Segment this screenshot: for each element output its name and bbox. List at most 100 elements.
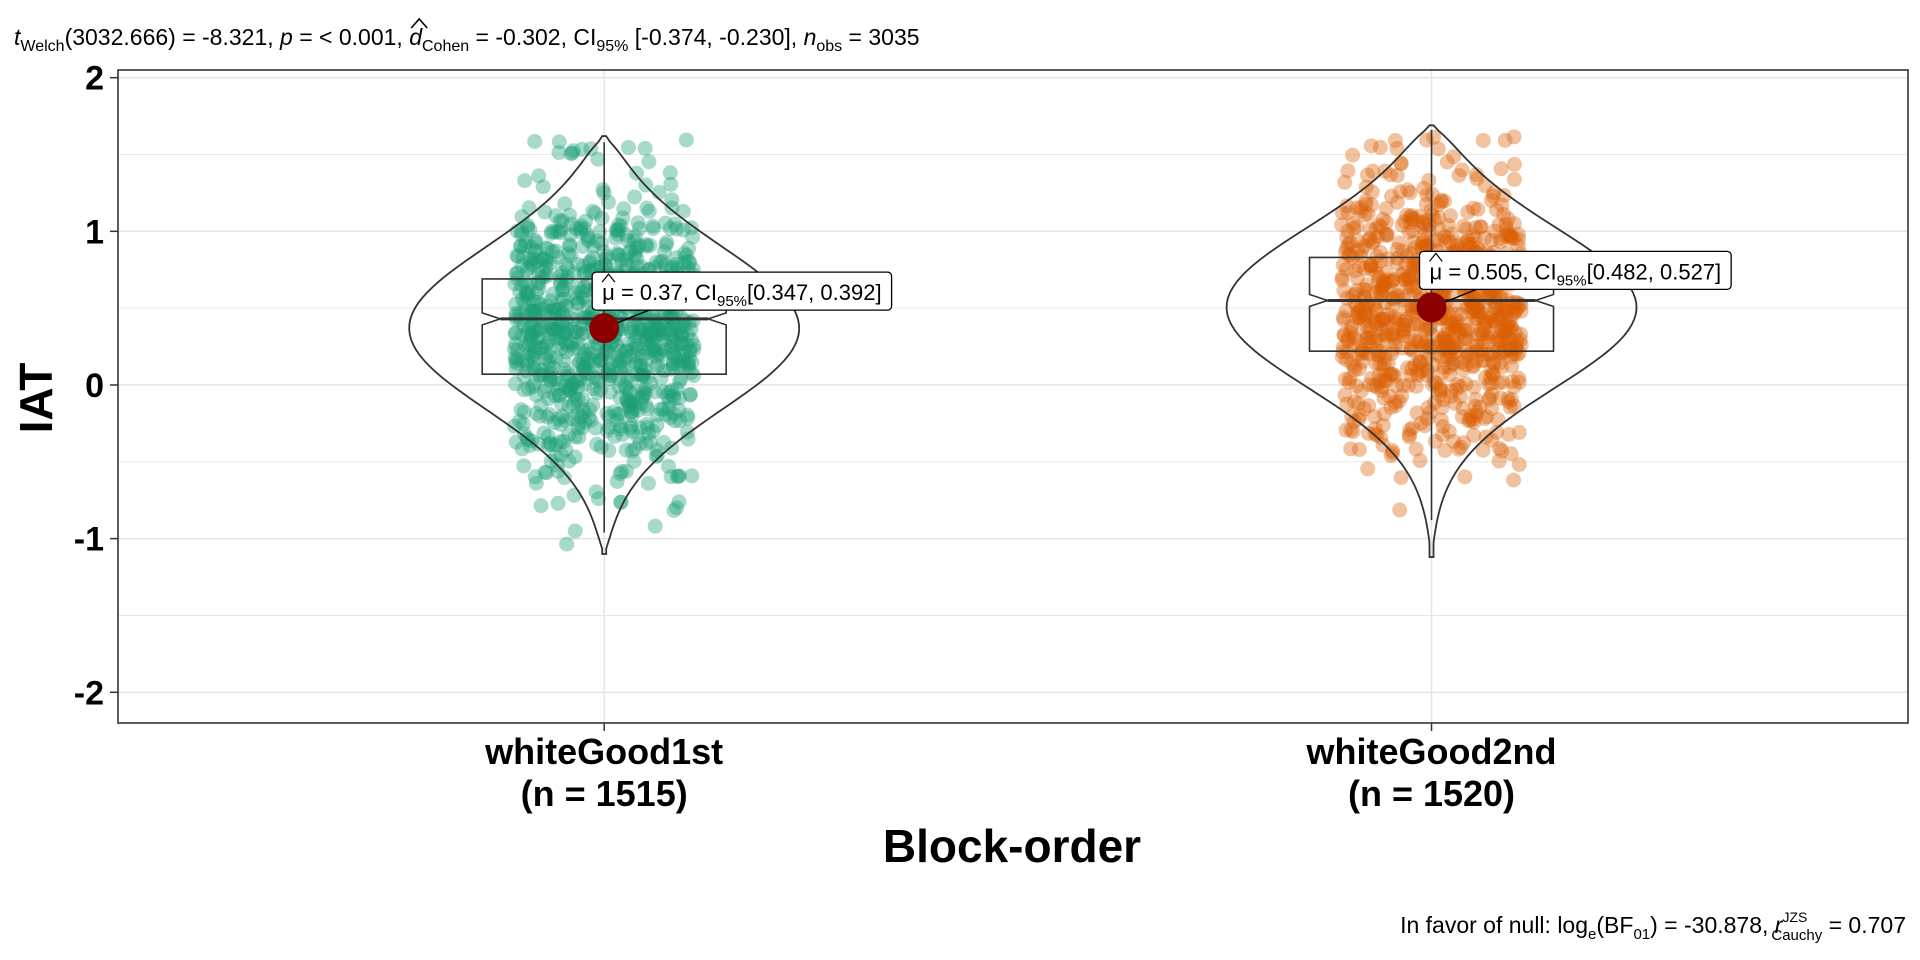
data-point bbox=[1409, 365, 1425, 381]
data-point bbox=[570, 340, 586, 356]
data-point bbox=[1476, 315, 1492, 331]
data-point bbox=[1375, 286, 1391, 302]
data-point bbox=[681, 351, 697, 367]
data-point bbox=[517, 238, 533, 254]
data-point bbox=[676, 254, 692, 270]
data-point bbox=[558, 298, 574, 314]
data-point bbox=[1496, 318, 1512, 334]
data-point bbox=[1378, 214, 1394, 230]
data-point bbox=[623, 417, 639, 433]
data-point bbox=[635, 368, 651, 384]
data-point bbox=[566, 487, 582, 503]
data-point bbox=[630, 215, 646, 231]
data-point bbox=[1402, 185, 1418, 201]
data-point bbox=[1445, 355, 1461, 371]
data-point bbox=[537, 383, 553, 399]
data-point bbox=[1338, 245, 1354, 261]
data-point bbox=[674, 325, 690, 341]
data-point bbox=[586, 356, 602, 372]
data-point bbox=[558, 344, 574, 360]
data-point bbox=[1378, 328, 1394, 344]
data-point bbox=[1355, 342, 1371, 358]
data-point bbox=[613, 252, 629, 268]
data-point bbox=[1340, 333, 1356, 349]
data-point bbox=[661, 458, 677, 474]
data-point bbox=[655, 253, 671, 269]
data-point bbox=[618, 227, 634, 243]
data-point bbox=[1434, 400, 1450, 416]
data-point bbox=[570, 294, 586, 310]
data-point bbox=[1353, 200, 1369, 216]
data-point bbox=[1471, 327, 1487, 343]
data-point bbox=[575, 401, 591, 417]
data-point bbox=[540, 409, 556, 425]
data-point bbox=[1394, 388, 1410, 404]
data-point bbox=[1455, 400, 1471, 416]
data-point bbox=[611, 371, 627, 387]
data-point bbox=[546, 360, 562, 376]
data-point bbox=[552, 213, 568, 229]
data-point bbox=[617, 350, 633, 366]
data-point bbox=[508, 296, 524, 312]
data-point bbox=[637, 381, 653, 397]
data-point bbox=[1413, 354, 1429, 370]
data-point bbox=[610, 349, 626, 365]
data-point bbox=[1467, 231, 1483, 247]
data-point bbox=[1485, 367, 1501, 383]
data-point bbox=[1484, 325, 1500, 341]
data-point bbox=[607, 428, 623, 444]
data-point bbox=[1431, 382, 1447, 398]
data-point bbox=[577, 359, 593, 375]
data-point bbox=[1506, 171, 1522, 187]
data-point bbox=[571, 354, 587, 370]
data-point bbox=[580, 350, 596, 366]
data-point bbox=[1383, 367, 1399, 383]
data-point bbox=[1399, 287, 1415, 303]
data-point bbox=[1395, 327, 1411, 343]
data-point bbox=[1443, 389, 1459, 405]
data-point bbox=[580, 233, 596, 249]
data-point bbox=[582, 253, 598, 269]
data-point bbox=[565, 396, 581, 412]
data-point bbox=[1469, 338, 1485, 354]
data-point bbox=[508, 266, 524, 282]
data-point bbox=[1479, 409, 1495, 425]
data-point bbox=[1435, 427, 1451, 443]
data-point bbox=[1401, 329, 1417, 345]
data-point bbox=[1493, 161, 1509, 177]
data-point bbox=[633, 367, 649, 383]
mean-markers: μ = 0.37, CI95%[0.347, 0.392] μ = 0.505, … bbox=[589, 250, 1732, 344]
data-point bbox=[542, 359, 558, 375]
data-point bbox=[660, 326, 676, 342]
data-point bbox=[513, 238, 529, 254]
data-point bbox=[664, 259, 680, 275]
data-point bbox=[565, 376, 581, 392]
data-point bbox=[529, 253, 545, 269]
data-point bbox=[542, 365, 558, 381]
data-point bbox=[623, 324, 639, 340]
data-point bbox=[1485, 344, 1501, 360]
data-point bbox=[535, 265, 551, 281]
data-point bbox=[1506, 398, 1522, 414]
data-point bbox=[619, 343, 635, 359]
data-point bbox=[1421, 222, 1437, 238]
data-point bbox=[554, 305, 570, 321]
data-point bbox=[665, 388, 681, 404]
data-point bbox=[1405, 255, 1421, 271]
data-point bbox=[1359, 325, 1375, 341]
data-point bbox=[634, 368, 650, 384]
data-point bbox=[1352, 361, 1368, 377]
data-point bbox=[554, 282, 570, 298]
data-point bbox=[582, 365, 598, 381]
data-point bbox=[648, 325, 664, 341]
data-point bbox=[1387, 309, 1403, 325]
data-point bbox=[577, 414, 593, 430]
data-point bbox=[1350, 306, 1366, 322]
data-point bbox=[649, 442, 665, 458]
data-point bbox=[638, 237, 654, 253]
data-point bbox=[1419, 132, 1435, 148]
data-point bbox=[1384, 443, 1400, 459]
data-point bbox=[648, 254, 664, 270]
data-point bbox=[1336, 328, 1352, 344]
data-point bbox=[1504, 358, 1520, 374]
